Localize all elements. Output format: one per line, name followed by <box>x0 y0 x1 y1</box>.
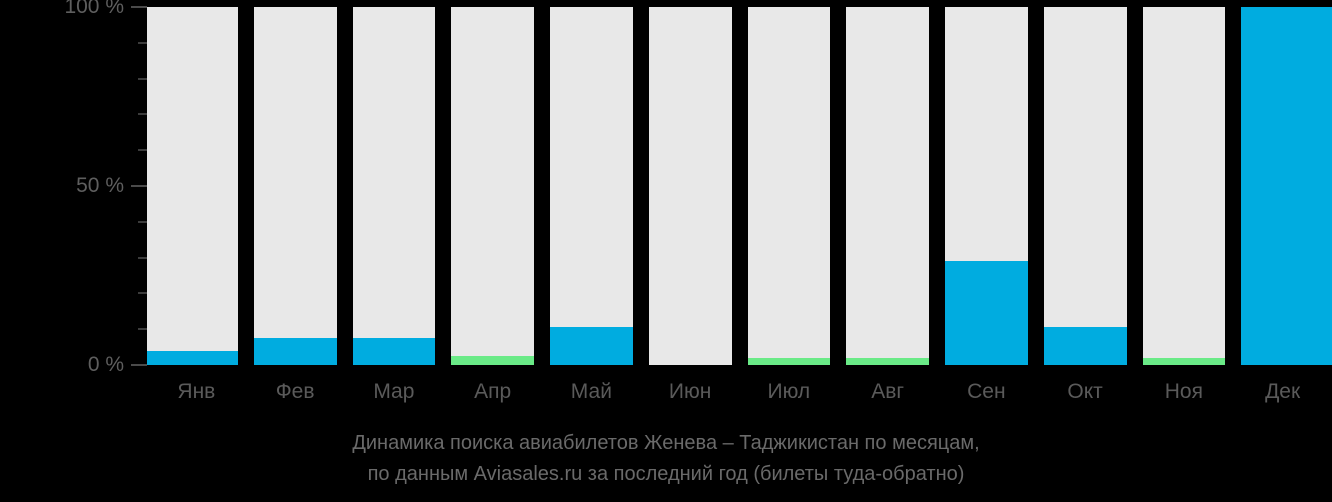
bar-column[interactable] <box>648 0 732 366</box>
bar-column[interactable] <box>352 0 436 366</box>
y-axis-tick-mark <box>138 149 147 152</box>
bar-fill <box>945 261 1028 365</box>
bar-track <box>1142 7 1226 365</box>
caption-line-1: Динамика поиска авиабилетов Женева – Тад… <box>352 432 980 454</box>
bar-fill <box>846 357 929 365</box>
y-axis-tick-mark <box>138 113 147 116</box>
bar-fill <box>352 338 436 365</box>
y-axis-tick-label: 0 % <box>87 352 124 376</box>
bar-column[interactable] <box>550 0 633 366</box>
x-axis-label-1: Янв <box>177 380 216 403</box>
y-axis-tick-mark <box>131 185 147 187</box>
y-axis-tick-mark <box>138 41 147 44</box>
y-axis-tick-mark <box>138 256 147 259</box>
bar-fill <box>1241 7 1332 365</box>
y-axis-tick-label: 100 % <box>64 0 124 18</box>
x-axis-label-11: Ноя <box>1164 380 1203 403</box>
bar-fill <box>747 357 831 365</box>
y-axis: 0 % 50 % 100 % <box>0 0 147 375</box>
bar-fill <box>1043 327 1127 365</box>
bar-column[interactable] <box>253 0 337 366</box>
bar-track <box>945 7 1028 365</box>
bar-track <box>648 7 732 365</box>
bar-track <box>352 7 436 365</box>
bar-column[interactable] <box>747 0 831 366</box>
x-axis-label-12: Дек <box>1265 380 1301 403</box>
x-axis-label-8: Авг <box>871 380 905 403</box>
bar-column[interactable] <box>1142 0 1226 366</box>
x-axis-label-7: Июл <box>767 380 811 403</box>
bar-track <box>253 7 337 365</box>
y-axis-tick-mark <box>138 292 147 295</box>
x-axis-label-5: Май <box>570 380 612 403</box>
y-axis-tick-mark <box>138 77 147 80</box>
bar-track <box>451 7 534 365</box>
y-axis-tick-mark <box>138 220 147 223</box>
x-axis-label-3: Мар <box>373 380 415 403</box>
caption-line-2: по данным Aviasales.ru за последний год … <box>367 463 965 485</box>
x-axis-label-9: Сен <box>967 380 1006 403</box>
bar-column[interactable] <box>451 0 534 366</box>
bar-track <box>846 7 929 365</box>
y-axis-tick-mark <box>138 328 147 331</box>
x-axis-label-6: Июн <box>668 380 712 403</box>
bar-column[interactable] <box>1043 0 1127 366</box>
bar-track <box>550 7 633 365</box>
x-axis-label-4: Апр <box>474 380 512 403</box>
bar-column[interactable] <box>846 0 929 366</box>
bar-fill <box>253 338 337 365</box>
bar-fill <box>550 327 633 365</box>
bar-column[interactable] <box>945 0 1028 366</box>
bar-column[interactable] <box>147 0 238 366</box>
plot-area <box>147 0 1332 366</box>
x-axis-label-10: Окт <box>1067 380 1103 403</box>
bar-fill <box>1142 357 1226 365</box>
bar-track <box>147 7 238 365</box>
bar-fill <box>451 356 534 365</box>
bar-track <box>1043 7 1127 365</box>
bar-fill <box>147 350 238 365</box>
bar-column[interactable] <box>1241 0 1332 366</box>
bar-track <box>1241 7 1332 365</box>
y-axis-tick-label: 50 % <box>76 173 124 197</box>
x-axis: Янв Фев Мар Апр Май Июн Июл Авг Сен Окт Ноя Дек <box>147 366 1332 414</box>
y-axis-tick-mark <box>131 364 147 366</box>
y-axis-tick-mark <box>131 6 147 8</box>
bar-track <box>747 7 831 365</box>
chart-caption: Динамика поиска авиабилетов Женева – Тад… <box>0 428 1332 490</box>
x-axis-label-2: Фев <box>275 380 315 403</box>
